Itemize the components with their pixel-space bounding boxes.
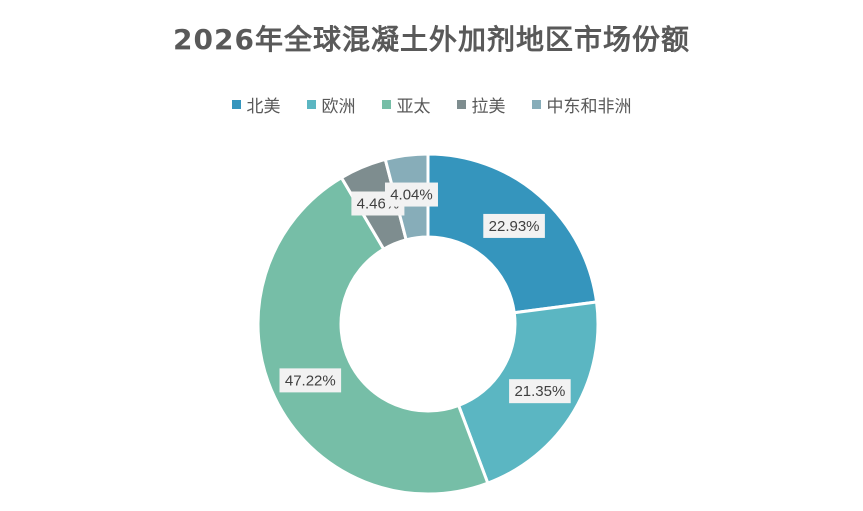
data-label-box [384,182,438,207]
data-label: 47.22% [279,368,342,393]
legend-item: 欧洲 [306,92,356,117]
data-label: 21.35% [509,379,571,404]
data-label-text: 21.35% [514,383,565,400]
data-label: 22.93% [483,213,545,238]
legend-label: 拉美 [471,97,506,117]
data-label-text: 47.22% [285,372,336,389]
data-label-box [279,368,342,393]
legend-item: 北美 [231,92,281,117]
doughnut-slice [256,175,490,496]
legend-label: 欧洲 [321,97,356,117]
legend-item: 中东和非洲 [531,92,632,117]
data-label-text: 22.93% [489,218,540,235]
data-label-text: 4.04% [390,187,433,204]
legend-swatch [231,100,241,109]
legend-swatch [456,100,466,109]
legend-label: 北美 [246,97,281,117]
chart-legend: 北美 欧洲 亚太 拉美 中东和非洲 [0,92,863,117]
legend-label: 中东和非洲 [546,97,632,117]
legend-item: 亚太 [381,92,431,117]
legend-swatch [531,100,541,109]
data-label: 4.04% [384,182,438,207]
legend-swatch [381,100,391,109]
data-label-box [483,213,545,238]
data-label-box [509,379,571,404]
legend-item: 拉美 [456,92,506,117]
legend-swatch [306,100,316,109]
legend-label: 亚太 [396,97,431,117]
chart-title: 2026年全球混凝土外加剂地区市场份额 [173,23,690,56]
